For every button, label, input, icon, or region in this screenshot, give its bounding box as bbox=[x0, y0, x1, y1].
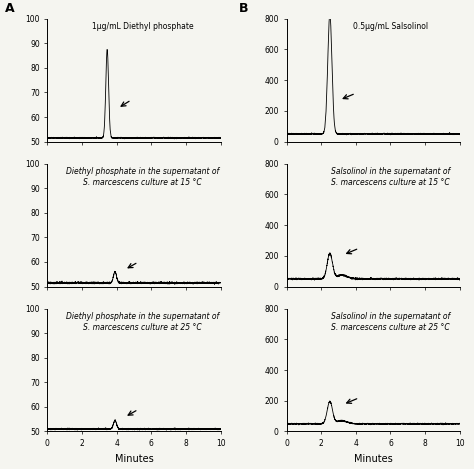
Text: 1µg/mL Diethyl phosphate: 1µg/mL Diethyl phosphate bbox=[92, 23, 193, 31]
X-axis label: Minutes: Minutes bbox=[354, 454, 392, 464]
Text: 0.5µg/mL Salsolinol: 0.5µg/mL Salsolinol bbox=[353, 23, 428, 31]
Text: Salsolinol in the supernatant of
S. marcescens culture at 25 °C: Salsolinol in the supernatant of S. marc… bbox=[331, 312, 450, 333]
Text: B: B bbox=[239, 2, 249, 15]
Text: Diethyl phosphate in the supernatant of
S. marcescens culture at 25 °C: Diethyl phosphate in the supernatant of … bbox=[66, 312, 219, 333]
X-axis label: Minutes: Minutes bbox=[115, 454, 154, 464]
Text: Salsolinol in the supernatant of
S. marcescens culture at 15 °C: Salsolinol in the supernatant of S. marc… bbox=[331, 167, 450, 188]
Text: A: A bbox=[5, 2, 14, 15]
Text: Diethyl phosphate in the supernatant of
S. marcescens culture at 15 °C: Diethyl phosphate in the supernatant of … bbox=[66, 167, 219, 188]
